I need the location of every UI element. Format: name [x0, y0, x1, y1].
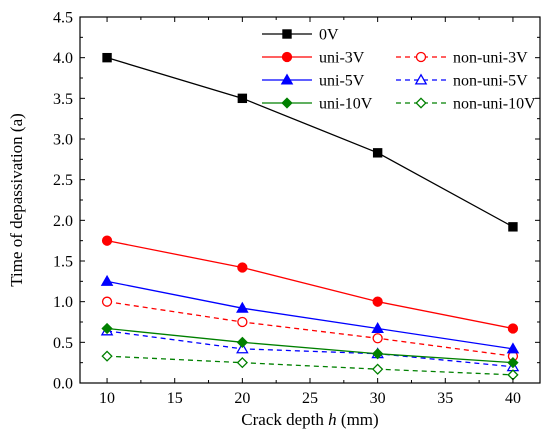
y-tick-label: 1.5 — [53, 254, 73, 271]
legend-item-non-uni-5v: non-uni-5V — [396, 73, 528, 90]
data-point-non-uni-10v-20 — [236, 357, 248, 369]
y-tick-label: 0.5 — [53, 335, 73, 352]
data-point-uni-10v-20 — [236, 336, 248, 348]
series-line-0v — [106, 57, 514, 228]
x-tick-label: 25 — [302, 390, 318, 407]
data-point-non-uni-10v-30 — [372, 363, 384, 375]
data-point-non-uni-3v-20 — [237, 316, 248, 328]
x-tick-label: 30 — [370, 390, 386, 407]
legend-marker-non-uni-10v — [415, 97, 427, 109]
legend-item-non-uni-3v: non-uni-3V — [396, 50, 528, 67]
series-uni-3v — [101, 235, 519, 334]
legend-marker-uni-10v — [281, 97, 293, 109]
legend-marker-non-uni-5v — [414, 73, 428, 85]
y-tick-label: 0.0 — [53, 376, 73, 393]
series-line-non-uni-10v — [107, 355, 513, 376]
series-line-uni-5v — [106, 280, 514, 350]
data-point-non-uni-5v-20 — [236, 342, 249, 354]
legend-label-non-uni-10v: non-uni-10V — [453, 96, 536, 113]
axis-ticks: 10 15 20 25 30 35 40 0.0 0.5 1.0 1.5 2.0 2.5 3.0 3.5 4.… — [53, 10, 540, 407]
data-point-uni-5v-40 — [506, 342, 520, 354]
legend-item-non-uni-10v: non-uni-10V — [396, 96, 536, 113]
series-line-uni-10v — [106, 327, 513, 364]
legend-marker-0v — [282, 29, 292, 39]
data-point-uni-3v-30 — [372, 296, 383, 307]
x-tick-label: 10 — [99, 390, 115, 407]
legend-item-uni-10v: uni-10V — [262, 96, 373, 113]
data-point-uni-3v-40 — [507, 323, 519, 334]
data-point-uni-10v-40 — [507, 357, 519, 369]
legend-marker-uni-5v — [280, 73, 294, 85]
legend-item-uni-5v: uni-5V — [262, 73, 365, 90]
x-tick-label: 15 — [167, 390, 183, 407]
x-tick-label: 20 — [234, 390, 250, 407]
y-tick-label: 2.5 — [53, 172, 73, 189]
legend-marker-non-uni-3v — [415, 51, 427, 63]
y-tick-label: 2.0 — [53, 213, 73, 230]
legend-label-non-uni-5v: non-uni-5V — [453, 73, 528, 90]
data-point-uni-5v-20 — [236, 301, 249, 313]
data-point-non-uni-10v-10 — [101, 350, 113, 362]
data-point-uni-3v-20 — [237, 262, 248, 273]
y-tick-label: 4.0 — [53, 50, 73, 67]
series-line-non-uni-5v — [106, 330, 514, 368]
data-point-non-uni-3v-30 — [372, 333, 383, 344]
data-point-uni-10v-30 — [372, 348, 384, 360]
legend-item-0v: 0V — [262, 27, 339, 44]
x-tick-label: 40 — [505, 390, 521, 407]
y-tick-label: 3.5 — [53, 91, 73, 108]
legend-label-non-uni-3v: non-uni-3V — [453, 50, 528, 67]
data-point-uni-3v-10 — [101, 235, 113, 246]
series-non-uni-3v — [101, 296, 519, 362]
legend-label-uni-10v: uni-10V — [319, 96, 373, 113]
data-point-0v-40 — [508, 222, 518, 232]
legend-label-uni-3v: uni-3V — [319, 50, 365, 67]
data-point-uni-5v-30 — [371, 322, 384, 334]
data-point-0v-20 — [237, 93, 248, 104]
plot-marks — [100, 52, 520, 381]
data-point-0v-10 — [102, 52, 112, 63]
series-uni-10v — [101, 322, 519, 369]
x-axis-title-var: h — [328, 410, 337, 429]
legend-item-uni-3v: uni-3V — [262, 50, 365, 67]
x-axis-title: Crack depth h (mm) — [241, 410, 378, 429]
y-axis-title: Time of depassivation (a) — [7, 113, 26, 287]
x-tick-label: 35 — [437, 390, 453, 407]
legend-label-0v: 0V — [319, 27, 339, 44]
x-axis-title-unit: (mm) — [341, 410, 379, 429]
y-tick-label: 3.0 — [53, 132, 73, 149]
data-point-uni-10v-10 — [101, 322, 113, 335]
x-axis-title-main: Crack depth — [241, 410, 324, 429]
data-point-non-uni-3v-10 — [101, 296, 113, 307]
y-tick-label: 4.5 — [53, 10, 73, 27]
data-point-0v-30 — [372, 148, 383, 158]
series-line-uni-3v — [106, 240, 514, 330]
series-uni-5v — [100, 274, 520, 354]
data-point-uni-5v-10 — [100, 274, 114, 286]
series-0v — [102, 52, 518, 232]
legend: 0V uni-3V non-uni-3V uni-5V non-uni-5V uni-10… — [262, 27, 536, 113]
legend-marker-uni-3v — [281, 51, 293, 63]
legend-label-uni-5v: uni-5V — [319, 73, 365, 90]
series-non-uni-10v — [101, 350, 519, 381]
y-tick-label: 1.0 — [53, 294, 73, 311]
